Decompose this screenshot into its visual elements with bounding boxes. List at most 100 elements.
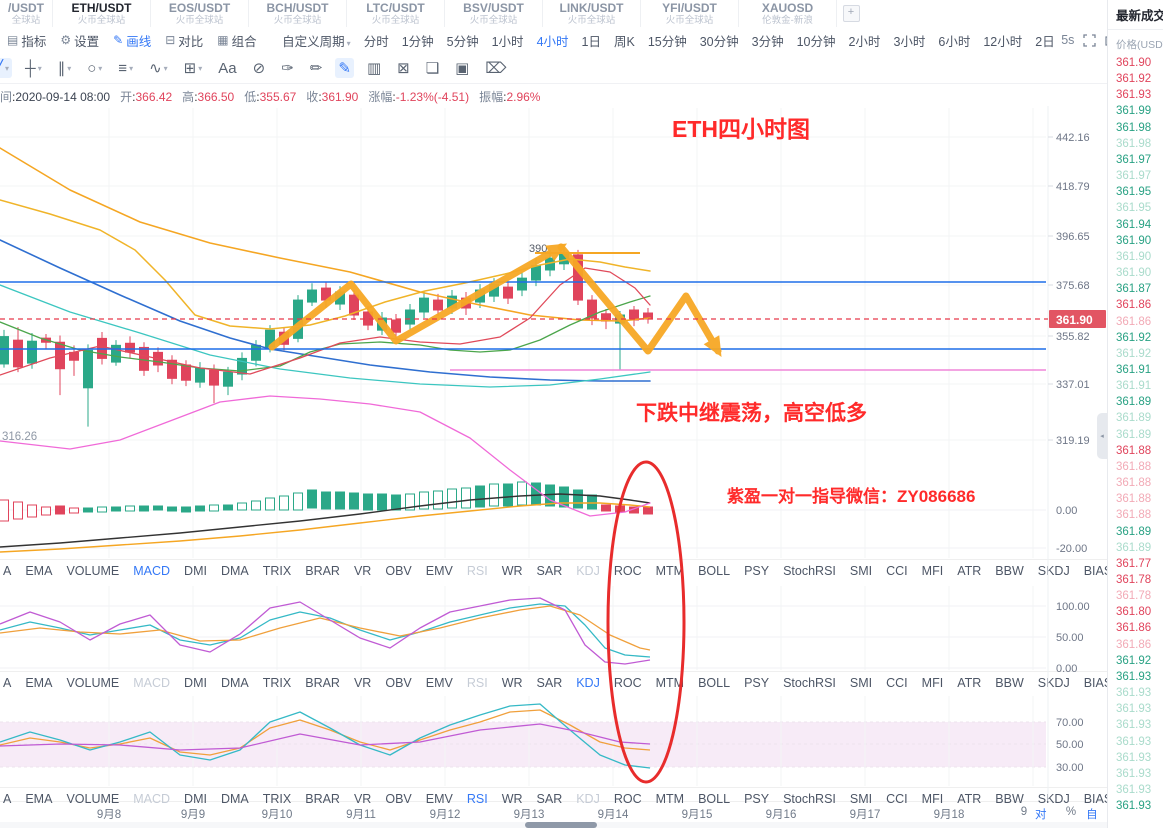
- indicator-tab-psy[interactable]: PSY: [744, 564, 770, 578]
- magnet-tool[interactable]: ⊘: [250, 58, 269, 78]
- indicator-tab-stochrsi[interactable]: StochRSI: [783, 792, 836, 806]
- indicator-tab-bbw[interactable]: BBW: [995, 792, 1024, 806]
- indicator-tab-bias[interactable]: BIAS: [1083, 792, 1113, 806]
- indicator-tab-roc[interactable]: ROC: [613, 564, 642, 578]
- tab-bsvusdt[interactable]: BSV/USDT 火币全球站: [445, 0, 543, 27]
- period-3小时[interactable]: 3小时: [893, 31, 925, 50]
- indicator-tab-mfi[interactable]: MFI: [921, 564, 944, 578]
- tab-bchusdt[interactable]: BCH/USDT 火币全球站: [249, 0, 347, 27]
- indicator-tab-rsi[interactable]: RSI: [466, 564, 488, 578]
- indicator-tab-boll[interactable]: BOLL: [698, 792, 731, 806]
- period-30分钟[interactable]: 30分钟: [700, 31, 739, 50]
- indicator-tab-trix[interactable]: TRIX: [262, 676, 292, 690]
- brush-tool[interactable]: ✑: [278, 58, 297, 78]
- toolbar-compare-button[interactable]: ⊟ 对比: [165, 31, 203, 50]
- indicator-tab-boll[interactable]: BOLL: [698, 564, 731, 578]
- pen-tool[interactable]: ✏: [307, 58, 326, 78]
- indicator-tab-psy[interactable]: PSY: [744, 676, 770, 690]
- indicator-tab-dmi[interactable]: DMI: [184, 676, 207, 690]
- fullscreen-icon[interactable]: [1083, 33, 1097, 47]
- indicator-tab-cci[interactable]: CCI: [886, 676, 908, 690]
- indicator-tab-atr[interactable]: ATR: [957, 676, 982, 690]
- period-1小时[interactable]: 1小时: [492, 31, 524, 50]
- indicator-tab-dmi[interactable]: DMI: [184, 792, 207, 806]
- tab-ethusdt[interactable]: ETH/USDT 火币全球站: [53, 0, 151, 27]
- clear-tool[interactable]: ⊠: [394, 58, 413, 78]
- indicator-tab-ema[interactable]: EMA: [25, 564, 53, 578]
- parallel-channel-tool[interactable]: ∥ ▾: [55, 58, 75, 78]
- indicator-tab-vr[interactable]: VR: [353, 792, 372, 806]
- indicator-tab-skdj[interactable]: SKDJ: [1037, 792, 1070, 806]
- indicator-tab-smi[interactable]: SMI: [849, 792, 873, 806]
- period-4小时[interactable]: 4小时: [537, 31, 569, 50]
- indicator-tab-volume[interactable]: VOLUME: [66, 792, 120, 806]
- indicator-tab-atr[interactable]: ATR: [957, 564, 982, 578]
- measure-tool[interactable]: ▥: [364, 58, 384, 78]
- fib-tool[interactable]: ≡ ▾: [115, 59, 136, 78]
- indicator-tab-brar[interactable]: BRAR: [305, 564, 340, 578]
- horizontal-scrollbar[interactable]: [0, 822, 1107, 828]
- indicator-tab-bbw[interactable]: BBW: [995, 676, 1024, 690]
- indicator-tab-skdj[interactable]: SKDJ: [1037, 564, 1070, 578]
- indicator-tab-boll[interactable]: BOLL: [698, 676, 731, 690]
- add-tab-button[interactable]: +: [837, 0, 865, 27]
- indicator-tab-emv[interactable]: EMV: [425, 792, 453, 806]
- period-3分钟[interactable]: 3分钟: [752, 31, 784, 50]
- indicator-tab-kdj[interactable]: KDJ: [576, 676, 600, 690]
- period-周K[interactable]: 周K: [614, 31, 635, 50]
- indicator-tab-rsi[interactable]: RSI: [466, 676, 488, 690]
- toolbar-gear-button[interactable]: ⚙ 设置: [60, 31, 99, 50]
- period-分时[interactable]: 分时: [364, 31, 389, 50]
- indicator-tab-ema[interactable]: EMA: [25, 676, 53, 690]
- tab-linkusdt[interactable]: LINK/USDT 火币全球站: [543, 0, 641, 27]
- indicator-tab-mtm[interactable]: MTM: [655, 676, 685, 690]
- indicator-tab-wr[interactable]: WR: [501, 564, 523, 578]
- indicator-tab-bias[interactable]: BIAS: [1083, 676, 1113, 690]
- snapshot-tool[interactable]: ▣: [452, 58, 472, 78]
- indicator-tab-mtm[interactable]: MTM: [655, 564, 685, 578]
- indicator-tab-cci[interactable]: CCI: [886, 792, 908, 806]
- indicator-tab-sar[interactable]: SAR: [536, 792, 563, 806]
- indicator-tab-skdj[interactable]: SKDJ: [1037, 676, 1070, 690]
- copy-tool[interactable]: ❏: [423, 58, 442, 78]
- indicator-tab-atr[interactable]: ATR: [957, 792, 982, 806]
- period-10分钟[interactable]: 10分钟: [797, 31, 836, 50]
- pencil-tool[interactable]: ✎: [335, 58, 354, 78]
- indicator-tab-a[interactable]: A: [3, 792, 12, 806]
- indicator-tab-a[interactable]: A: [3, 676, 12, 690]
- indicator-tab-psy[interactable]: PSY: [744, 792, 770, 806]
- tab-eosusdt[interactable]: EOS/USDT 火币全球站: [151, 0, 249, 27]
- indicator-tab-kdj[interactable]: KDJ: [576, 792, 600, 806]
- indicator-tab-wr[interactable]: WR: [501, 676, 523, 690]
- tab-usdt[interactable]: /USDT 全球站: [0, 0, 53, 27]
- period-15分钟[interactable]: 15分钟: [648, 31, 687, 50]
- panel-collapse-handle[interactable]: ◂: [1097, 413, 1107, 459]
- toolbar-indicator-button[interactable]: ▤ 指标: [7, 31, 46, 50]
- indicator-tab-bbw[interactable]: BBW: [995, 564, 1024, 578]
- indicator-tab-dma[interactable]: DMA: [220, 792, 249, 806]
- indicator-tab-sar[interactable]: SAR: [536, 676, 563, 690]
- tab-yfiusdt[interactable]: YFI/USDT 火币全球站: [641, 0, 739, 27]
- period-12小时[interactable]: 12小时: [983, 31, 1022, 50]
- axis-control-percent[interactable]: %: [1065, 806, 1077, 818]
- indicator-tab-ema[interactable]: EMA: [25, 792, 53, 806]
- indicator-tab-brar[interactable]: BRAR: [305, 676, 340, 690]
- indicator-tab-macd[interactable]: MACD: [133, 564, 171, 578]
- period-自定义周期[interactable]: 自定义周期 ▾: [282, 31, 351, 50]
- indicator-tab-volume[interactable]: VOLUME: [66, 564, 120, 578]
- ellipse-tool[interactable]: ○ ▾: [84, 59, 105, 78]
- delete-tool[interactable]: ⌦: [482, 58, 509, 78]
- indicator-tab-emv[interactable]: EMV: [425, 564, 453, 578]
- indicator-tab-obv[interactable]: OBV: [385, 564, 412, 578]
- indicator-tab-trix[interactable]: TRIX: [262, 792, 292, 806]
- rect-tool[interactable]: ⊞ ▾: [181, 58, 206, 78]
- toolbar-layout-button[interactable]: ▦ 组合: [217, 31, 256, 50]
- segment-tool[interactable]: ╱▾: [0, 58, 13, 78]
- period-2小时[interactable]: 2小时: [848, 31, 880, 50]
- indicator-tab-kdj[interactable]: KDJ: [576, 564, 600, 578]
- indicator-tab-mfi[interactable]: MFI: [921, 676, 944, 690]
- indicator-tab-bias[interactable]: BIAS: [1083, 564, 1113, 578]
- indicator-tab-mtm[interactable]: MTM: [655, 792, 685, 806]
- indicator-tab-vr[interactable]: VR: [353, 564, 372, 578]
- indicator-tab-roc[interactable]: ROC: [613, 676, 642, 690]
